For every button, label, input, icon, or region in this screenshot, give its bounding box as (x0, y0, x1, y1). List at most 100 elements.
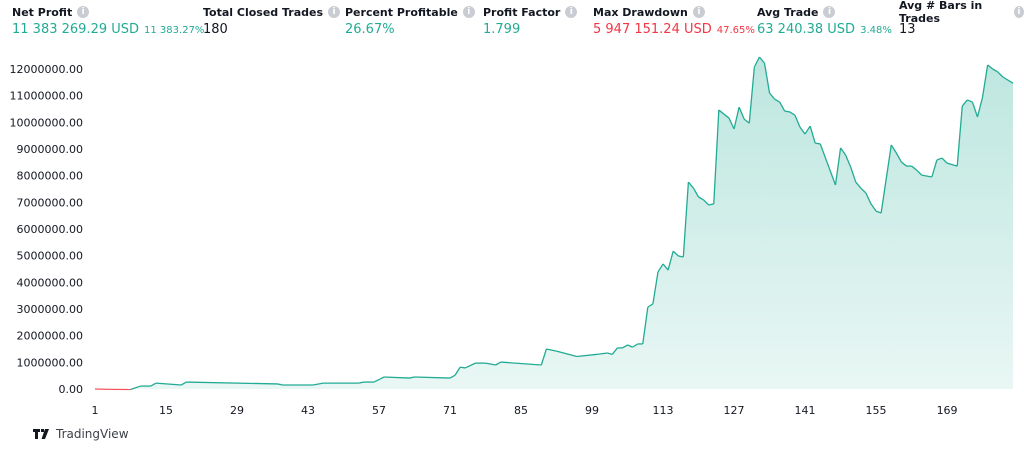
stat-value-text: 11 383 269.29 USD (12, 22, 140, 37)
stat-avg-trade: Avg Trade i 63 240.38 USD 3.48% (757, 5, 892, 38)
x-tick-label: 71 (443, 404, 457, 417)
equity-line-segment (769, 92, 776, 100)
equity-line-segment (784, 110, 790, 113)
stat-label-text: Avg Trade (757, 5, 819, 19)
stat-value-text: 26.67% (345, 22, 395, 37)
info-icon[interactable]: i (1013, 6, 1024, 18)
tradingview-logo[interactable]: TradingView (33, 427, 129, 441)
stat-avg-bars-in-trades: Avg # Bars in Trades i 13 (899, 0, 1024, 37)
equity-line-segment (865, 192, 872, 205)
equity-line-segment (850, 166, 857, 183)
equity-line-segment (652, 271, 659, 305)
equity-line-segment (956, 106, 963, 167)
equity-line-segment (597, 352, 608, 355)
stat-value-text: 13 (899, 22, 916, 37)
equity-line-segment (540, 348, 548, 366)
stat-label-text: Profit Factor (483, 5, 561, 19)
stat-value: 180 (203, 22, 340, 37)
equity-line-segment (611, 347, 618, 355)
equity-line-segment (454, 366, 461, 376)
equity-line-segment (277, 383, 283, 386)
stat-label: Net Profit i (12, 5, 204, 19)
x-tick-label: 141 (795, 404, 816, 417)
equity-line-segment (875, 210, 882, 214)
equity-line-segment (738, 106, 745, 120)
y-tick-label: 5000000.00 (17, 250, 83, 263)
equity-line-segment (708, 203, 714, 206)
equity-line-segment (753, 56, 760, 68)
equity-line-segment (976, 96, 984, 118)
stat-label: Avg # Bars in Trades i (899, 0, 1024, 25)
equity-line-segment (155, 382, 182, 386)
stat-label: Total Closed Trades i (203, 5, 341, 19)
equity-line-segment (743, 118, 750, 124)
equity-line-segment (758, 56, 765, 64)
info-icon[interactable]: i (462, 6, 475, 18)
equity-line-segment (880, 144, 892, 214)
equity-line-segment (703, 199, 710, 206)
equity-line-segment (870, 203, 877, 212)
equity-line-segment (987, 64, 994, 70)
stat-label-text: Percent Profitable (345, 5, 458, 19)
equity-line-segment (485, 362, 496, 366)
equity-line-segment (546, 348, 557, 352)
info-icon[interactable]: i (565, 6, 578, 18)
equity-line-segment (967, 99, 973, 103)
equity-line-segment (449, 374, 456, 379)
x-tick-label: 113 (653, 404, 674, 417)
equity-line-segment (718, 109, 725, 115)
equity-line-segment (860, 187, 867, 194)
equity-line-segment (576, 353, 598, 358)
info-icon[interactable]: i (692, 6, 705, 18)
equity-line-segment (373, 376, 385, 383)
x-tick-label: 1 (92, 404, 99, 417)
y-tick-label: 12000000.00 (10, 63, 83, 76)
y-tick-label: 7000000.00 (17, 196, 83, 209)
y-tick-label: 2000000.00 (17, 330, 83, 343)
stat-percent-profitable: Percent Profitable i 26.67% (345, 5, 475, 37)
equity-line-segment (460, 366, 466, 369)
equity-line-segment (384, 376, 410, 379)
equity-line-segment (414, 376, 451, 379)
y-tick-label: 10000000.00 (10, 116, 83, 129)
equity-line-segment (901, 161, 907, 167)
info-icon[interactable]: i (328, 6, 341, 18)
equity-line-segment (834, 147, 842, 186)
equity-line-segment (916, 169, 923, 176)
equity-line-segment (682, 182, 690, 258)
stat-value: 13 (899, 22, 1024, 37)
x-tick-label: 99 (585, 404, 599, 417)
x-tick-label: 127 (724, 404, 745, 417)
stat-max-drawdown: Max Drawdown i 5 947 151.24 USD 47.65% (593, 5, 755, 38)
equity-line-segment (921, 174, 932, 178)
equity-line-segment (789, 111, 796, 116)
stat-label: Profit Factor i (483, 5, 578, 19)
equity-area (95, 57, 1013, 389)
equity-line-segment (180, 381, 187, 386)
stat-net-profit: Net Profit i 11 383 269.29 USD 11 383.27% (12, 5, 205, 38)
equity-line-segment (840, 147, 847, 156)
info-icon[interactable]: i (823, 6, 836, 18)
x-tick-label: 169 (937, 404, 958, 417)
equity-line-segment (763, 63, 771, 94)
x-tick-label: 57 (372, 404, 386, 417)
equity-line-segment (409, 376, 415, 379)
y-tick-label: 6000000.00 (17, 223, 83, 236)
stat-percent: 11 383.27% (144, 25, 205, 36)
info-icon[interactable]: i (77, 6, 90, 18)
equity-line-segment (713, 110, 720, 204)
equity-line-segment (733, 106, 740, 130)
equity-line-segment (667, 250, 674, 271)
equity-line-segment (799, 126, 806, 135)
equity-line-segment (911, 165, 918, 171)
stat-profit-factor: Profit Factor i 1.799 (483, 5, 578, 37)
equity-line-segment (890, 144, 897, 154)
equity-line-segment (662, 263, 669, 271)
equity-line-segment (687, 181, 694, 189)
stat-label-text: Total Closed Trades (203, 5, 324, 19)
x-tick-label: 43 (301, 404, 315, 417)
stat-value-text: 1.799 (483, 22, 521, 37)
equity-line-segment (794, 114, 801, 128)
y-tick-label: 8000000.00 (17, 170, 83, 183)
